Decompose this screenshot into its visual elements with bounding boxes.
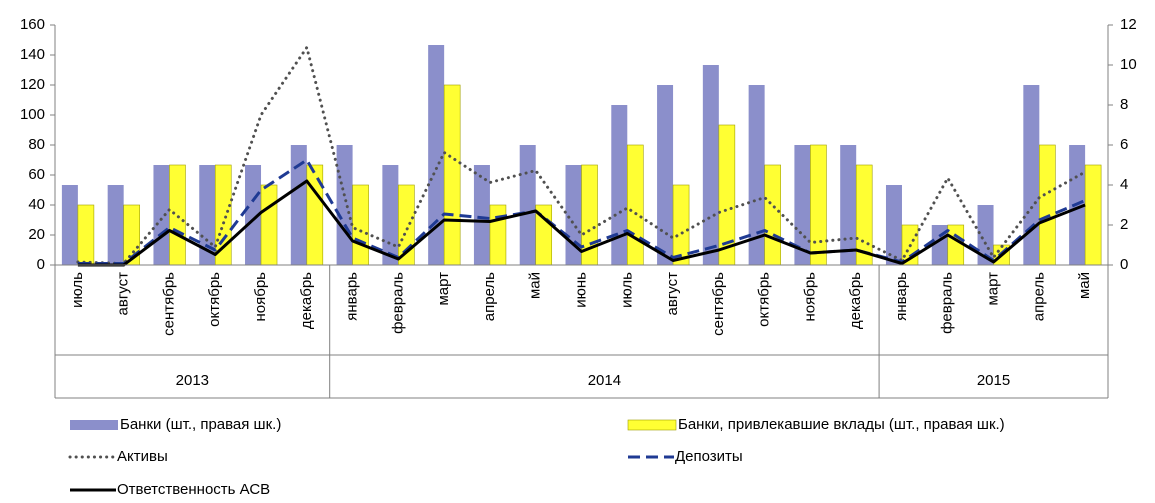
bar bbox=[428, 45, 445, 265]
bar bbox=[489, 204, 507, 266]
x-tick-label: август bbox=[664, 272, 681, 316]
x-tick-label: сентябрь bbox=[710, 272, 727, 336]
bar bbox=[626, 144, 644, 266]
group-label: 2015 bbox=[977, 372, 1010, 389]
bar bbox=[1084, 164, 1102, 266]
legend-label: Депозиты bbox=[675, 448, 743, 465]
bar bbox=[977, 205, 994, 265]
y2-tick-label: 10 bbox=[1120, 56, 1137, 73]
y2-tick-label: 4 bbox=[1120, 176, 1128, 193]
x-tick-label: июнь bbox=[572, 272, 589, 308]
bar bbox=[672, 184, 690, 266]
x-tick-label: август bbox=[115, 272, 132, 316]
y2-tick-label: 8 bbox=[1120, 96, 1128, 113]
bar bbox=[199, 165, 216, 265]
y-tick-label: 80 bbox=[28, 136, 45, 153]
x-tick-label: июль bbox=[618, 272, 635, 308]
bar bbox=[1039, 144, 1056, 266]
x-tick-label: май bbox=[1076, 272, 1093, 299]
y-tick-label: 160 bbox=[20, 16, 45, 33]
line-solid bbox=[77, 179, 1086, 267]
y-tick-label: 140 bbox=[20, 46, 45, 63]
x-tick-label: ноябрь bbox=[801, 272, 818, 322]
legend-label: Банки, привлекавшие вклады (шт., правая … bbox=[678, 416, 1005, 433]
y-tick-label: 0 bbox=[37, 256, 45, 273]
y2-tick-label: 0 bbox=[1120, 256, 1128, 273]
legend-label: Активы bbox=[117, 448, 168, 465]
bar bbox=[107, 185, 124, 265]
x-tick-label: январь bbox=[893, 272, 910, 321]
x-tick-label: июль bbox=[69, 272, 86, 308]
x-tick-label: ноябрь bbox=[252, 272, 269, 322]
legend-label: Банки (шт., правая шк.) bbox=[120, 416, 281, 433]
bar bbox=[794, 145, 811, 265]
group-label: 2013 bbox=[176, 372, 209, 389]
group-label: 2014 bbox=[588, 372, 621, 389]
x-tick-label: март bbox=[985, 272, 1002, 306]
y-tick-label: 120 bbox=[20, 76, 45, 93]
bar bbox=[61, 185, 78, 265]
x-tick-label: декабрь bbox=[298, 272, 315, 329]
legend-label: Ответственность АСВ bbox=[117, 481, 270, 498]
bar bbox=[245, 165, 262, 265]
y2-tick-label: 2 bbox=[1120, 216, 1128, 233]
x-tick-label: апрель bbox=[481, 272, 498, 321]
bar bbox=[657, 85, 674, 265]
bar bbox=[473, 165, 490, 265]
bar bbox=[214, 164, 232, 266]
x-tick-label: февраль bbox=[389, 272, 406, 334]
y-tick-label: 20 bbox=[28, 226, 45, 243]
bar bbox=[77, 204, 95, 266]
legend-swatch bbox=[70, 420, 118, 430]
x-tick-label: февраль bbox=[939, 272, 956, 334]
x-tick-label: май bbox=[527, 272, 544, 299]
bar bbox=[611, 105, 628, 265]
bar bbox=[169, 164, 186, 266]
y2-tick-label: 12 bbox=[1120, 16, 1137, 33]
bar bbox=[306, 164, 324, 266]
bar bbox=[260, 184, 278, 266]
x-tick-label: январь bbox=[344, 272, 361, 321]
line-dashed bbox=[77, 158, 1086, 265]
bar bbox=[382, 165, 399, 265]
y2-tick-label: 6 bbox=[1120, 136, 1128, 153]
bar bbox=[764, 164, 781, 266]
bar bbox=[519, 145, 536, 265]
x-tick-label: сентябрь bbox=[160, 272, 177, 336]
bar bbox=[947, 224, 965, 266]
bar bbox=[153, 165, 170, 265]
x-tick-label: октябрь bbox=[756, 272, 773, 327]
line-dotted bbox=[76, 46, 1087, 265]
bar bbox=[336, 145, 353, 265]
x-tick-label: октябрь bbox=[206, 272, 223, 327]
bar bbox=[810, 144, 827, 266]
bar bbox=[290, 145, 307, 265]
x-tick-label: декабрь bbox=[847, 272, 864, 329]
x-tick-label: март bbox=[435, 272, 452, 306]
bar bbox=[352, 184, 369, 266]
bar bbox=[443, 84, 461, 266]
bar bbox=[1023, 85, 1040, 265]
y-tick-label: 40 bbox=[28, 196, 45, 213]
y-tick-label: 60 bbox=[28, 166, 45, 183]
bar bbox=[702, 65, 719, 265]
legend-swatch bbox=[627, 419, 677, 431]
x-tick-label: апрель bbox=[1030, 272, 1047, 321]
bar bbox=[885, 185, 902, 265]
y-tick-label: 100 bbox=[20, 106, 45, 123]
bar bbox=[748, 85, 765, 265]
bar bbox=[840, 145, 857, 265]
